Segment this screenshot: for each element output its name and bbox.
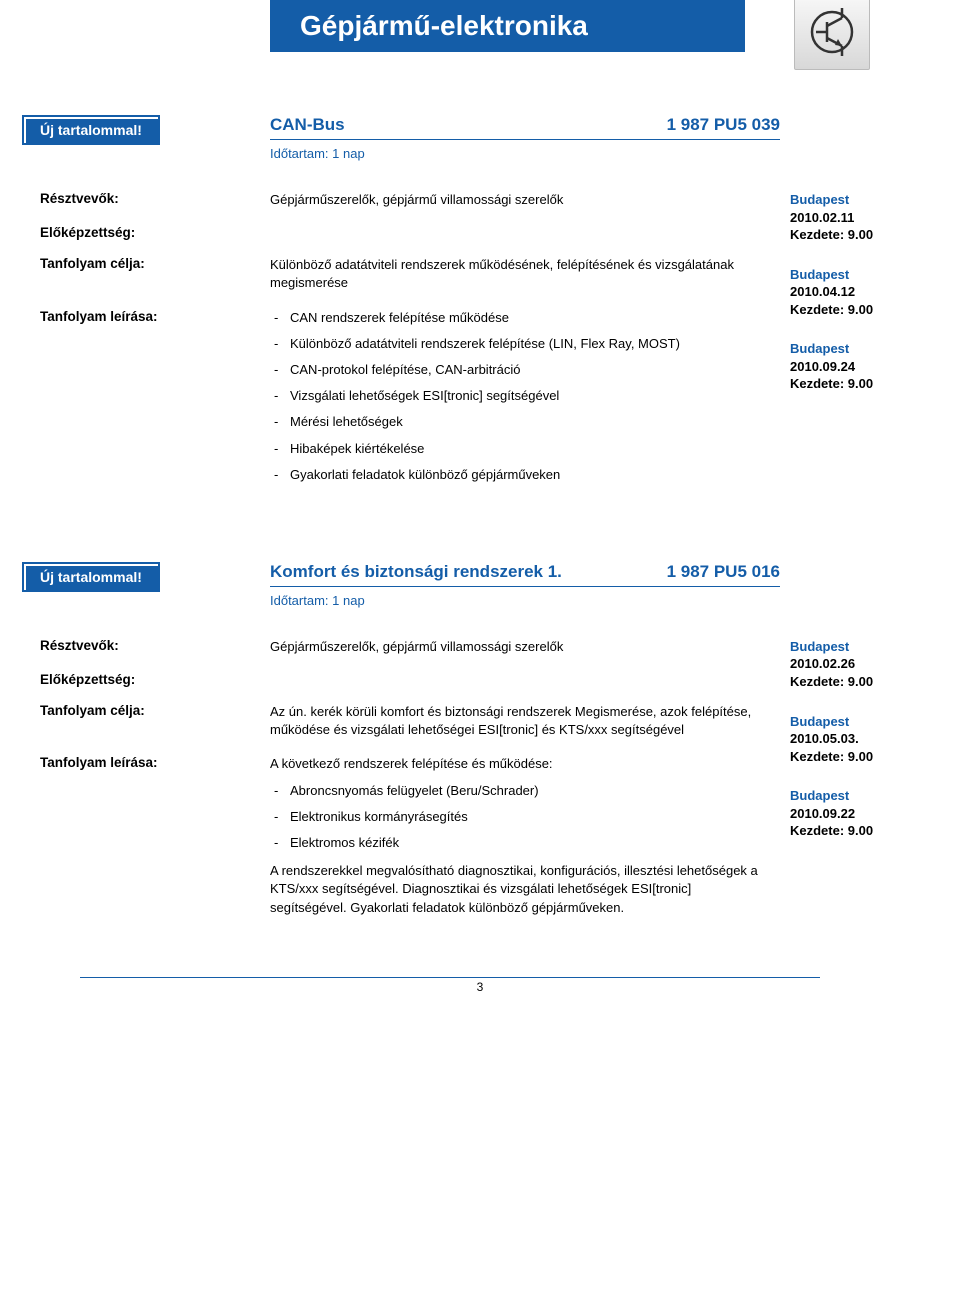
description-item: Elektronikus kormányrásegítés <box>270 808 760 826</box>
description-item: Abroncsnyomás felügyelet (Beru/Schrader) <box>270 782 760 800</box>
participants-value: Gépjárműszerelők, gépjármű villamossági … <box>270 638 780 656</box>
course-fields: Résztvevők: Gépjárműszerelők, gépjármű v… <box>40 638 920 917</box>
new-content-badge: Új tartalommal! <box>22 115 160 145</box>
date-value: 2010.04.12 <box>790 283 920 301</box>
page-header: Gépjármű-elektronika <box>40 0 920 75</box>
description-item: Vizsgálati lehetőségek ESI[tronic] segít… <box>270 387 760 405</box>
course-section-1: Új tartalommal! CAN-Bus 1 987 PU5 039 Id… <box>40 115 920 492</box>
date-start: Kezdete: 9.00 <box>790 822 920 840</box>
page-title: Gépjármű-elektronika <box>270 0 745 52</box>
page-number: 3 <box>80 980 880 994</box>
course-divider <box>270 586 780 587</box>
description-row: Tanfolyam leírása: CAN rendszerek felépí… <box>40 309 780 492</box>
prerequisite-row: Előképzettség: <box>40 225 780 240</box>
prerequisite-label: Előképzettség: <box>40 672 270 687</box>
dates-column: Budapest2010.02.26Kezdete: 9.00Budapest2… <box>790 638 920 862</box>
course-content: Résztvevők: Gépjárműszerelők, gépjármű v… <box>40 191 920 492</box>
participants-row: Résztvevők: Gépjárműszerelők, gépjármű v… <box>40 638 780 656</box>
course-duration: Időtartam: 1 nap <box>270 146 780 161</box>
date-value: 2010.09.22 <box>790 805 920 823</box>
date-block: Budapest2010.05.03.Kezdete: 9.00 <box>790 713 920 766</box>
prerequisite-row: Előképzettség: <box>40 672 780 687</box>
course-code: 1 987 PU5 016 <box>667 562 780 582</box>
course-title-row: CAN-Bus 1 987 PU5 039 <box>270 115 780 137</box>
course-content: Résztvevők: Gépjárműszerelők, gépjármű v… <box>40 638 920 917</box>
date-block: Budapest2010.04.12Kezdete: 9.00 <box>790 266 920 319</box>
description-list: Abroncsnyomás felügyelet (Beru/Schrader)… <box>270 782 760 853</box>
description-row: Tanfolyam leírása: A következő rendszere… <box>40 755 780 916</box>
course-title-row: Komfort és biztonsági rendszerek 1. 1 98… <box>270 562 780 584</box>
course-divider <box>270 139 780 140</box>
description-list: CAN rendszerek felépítése működése Különb… <box>270 309 760 484</box>
date-block: Budapest2010.09.22Kezdete: 9.00 <box>790 787 920 840</box>
goal-row: Tanfolyam célja: Az ún. kerék körüli kom… <box>40 703 780 739</box>
participants-label: Résztvevők: <box>40 638 270 653</box>
transistor-icon <box>804 4 860 60</box>
date-start: Kezdete: 9.00 <box>790 375 920 393</box>
participants-row: Résztvevők: Gépjárműszerelők, gépjármű v… <box>40 191 780 209</box>
date-block: Budapest2010.02.11Kezdete: 9.00 <box>790 191 920 244</box>
logo-box <box>794 0 870 70</box>
goal-value: Az ún. kerék körüli komfort és biztonság… <box>270 703 780 739</box>
date-value: 2010.05.03. <box>790 730 920 748</box>
date-city: Budapest <box>790 191 920 209</box>
course-header: Komfort és biztonsági rendszerek 1. 1 98… <box>270 562 780 608</box>
goal-row: Tanfolyam célja: Különböző adatátviteli … <box>40 256 780 292</box>
date-city: Budapest <box>790 638 920 656</box>
course-title: CAN-Bus <box>270 115 345 135</box>
description-item: Gyakorlati feladatok különböző gépjárműv… <box>270 466 760 484</box>
description-label: Tanfolyam leírása: <box>40 309 270 324</box>
description-value: A következő rendszerek felépítése és műk… <box>270 755 780 916</box>
participants-label: Résztvevők: <box>40 191 270 206</box>
goal-label: Tanfolyam célja: <box>40 703 270 718</box>
description-outro: A rendszerekkel megvalósítható diagnoszt… <box>270 862 760 917</box>
course-duration: Időtartam: 1 nap <box>270 593 780 608</box>
date-city: Budapest <box>790 340 920 358</box>
date-value: 2010.09.24 <box>790 358 920 376</box>
description-item: Különböző adatátviteli rendszerek felépí… <box>270 335 760 353</box>
description-item: CAN rendszerek felépítése működése <box>270 309 760 327</box>
date-value: 2010.02.11 <box>790 209 920 227</box>
participants-value: Gépjárműszerelők, gépjármű villamossági … <box>270 191 780 209</box>
description-label: Tanfolyam leírása: <box>40 755 270 770</box>
footer-divider <box>80 977 820 978</box>
date-city: Budapest <box>790 266 920 284</box>
description-item: Hibaképek kiértékelése <box>270 440 760 458</box>
course-fields: Résztvevők: Gépjárműszerelők, gépjármű v… <box>40 191 920 492</box>
description-item: Elektromos kézifék <box>270 834 760 852</box>
course-header: CAN-Bus 1 987 PU5 039 Időtartam: 1 nap <box>270 115 780 161</box>
date-city: Budapest <box>790 713 920 731</box>
date-block: Budapest2010.02.26Kezdete: 9.00 <box>790 638 920 691</box>
description-item: Mérési lehetőségek <box>270 413 760 431</box>
description-intro: A következő rendszerek felépítése és műk… <box>270 755 760 773</box>
dates-column: Budapest2010.02.11Kezdete: 9.00Budapest2… <box>790 191 920 415</box>
course-section-2: Új tartalommal! Komfort és biztonsági re… <box>40 562 920 917</box>
date-start: Kezdete: 9.00 <box>790 748 920 766</box>
description-item: CAN-protokol felépítése, CAN-arbitráció <box>270 361 760 379</box>
course-title: Komfort és biztonsági rendszerek 1. <box>270 562 562 582</box>
date-start: Kezdete: 9.00 <box>790 301 920 319</box>
page-container: Gépjármű-elektronika Új tartalommal! CAN… <box>0 0 960 1034</box>
goal-value: Különböző adatátviteli rendszerek működé… <box>270 256 780 292</box>
new-content-badge: Új tartalommal! <box>22 562 160 592</box>
prerequisite-label: Előképzettség: <box>40 225 270 240</box>
date-block: Budapest2010.09.24Kezdete: 9.00 <box>790 340 920 393</box>
date-start: Kezdete: 9.00 <box>790 673 920 691</box>
description-value: CAN rendszerek felépítése működése Különb… <box>270 309 780 492</box>
course-code: 1 987 PU5 039 <box>667 115 780 135</box>
date-start: Kezdete: 9.00 <box>790 226 920 244</box>
date-city: Budapest <box>790 787 920 805</box>
goal-label: Tanfolyam célja: <box>40 256 270 271</box>
page-footer: 3 <box>40 977 920 994</box>
date-value: 2010.02.26 <box>790 655 920 673</box>
